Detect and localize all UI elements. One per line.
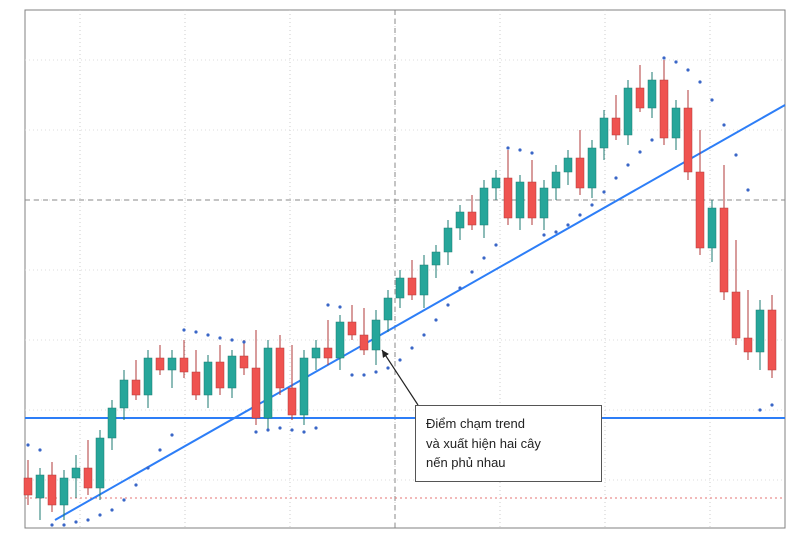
annotation-box: Điểm chạm trend và xuất hiện hai cây nến…: [415, 405, 602, 482]
chart-svg: [0, 0, 800, 538]
annotation-line-1: Điểm chạm trend: [426, 414, 591, 434]
annotation-line-3: nến phủ nhau: [426, 453, 591, 473]
annotation-line-2: và xuất hiện hai cây: [426, 434, 591, 454]
candlestick-chart: Điểm chạm trend và xuất hiện hai cây nến…: [0, 0, 800, 538]
